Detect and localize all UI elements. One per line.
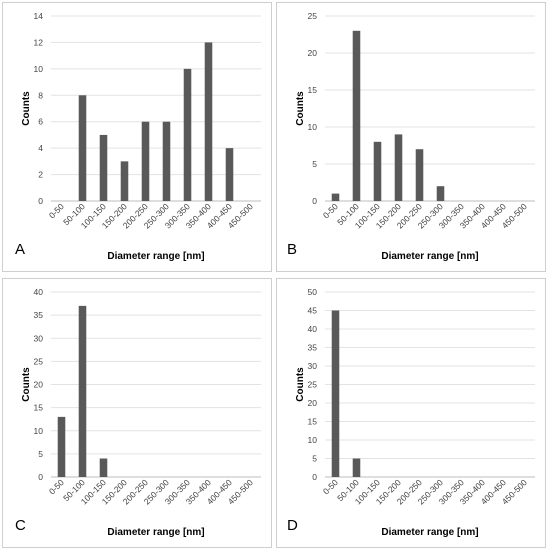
bar-400-450 <box>225 148 234 201</box>
panel-b: 0 5 10 15 20 25 0-50 50-100 100-150 150-200 200-25… <box>276 2 546 272</box>
panel-label-b: B <box>287 241 298 258</box>
y-tick-label: 35 <box>308 343 318 353</box>
bar-100-150 <box>373 141 382 201</box>
bar-50-100 <box>78 305 87 477</box>
bar-0-50 <box>57 416 66 477</box>
y-tick-label: 5 <box>312 159 317 169</box>
y-tick-label: 45 <box>308 306 318 316</box>
panel-d: 0 5 10 15 20 25 30 35 40 45 50 0-50 50-100 100-150 150… <box>276 278 546 548</box>
panel-label-a: A <box>15 241 26 258</box>
panel-label-c: C <box>15 517 26 534</box>
bar-250-300 <box>436 186 445 201</box>
histogram-d: 051015202530354045500-5050-100100-150150… <box>295 287 535 538</box>
y-tick-label: 12 <box>34 37 44 47</box>
y-axis-title: Counts <box>21 367 32 402</box>
y-tick-label: 35 <box>34 310 44 320</box>
y-tick-label: 20 <box>308 398 318 408</box>
y-tick-label: 6 <box>38 117 43 127</box>
y-tick-label: 30 <box>34 333 44 343</box>
y-tick-label: 40 <box>34 287 44 297</box>
bar-150-200 <box>120 161 129 201</box>
y-axis-title: Counts <box>295 367 306 402</box>
panel-c: 0 5 10 15 20 25 30 35 40 0-50 50-100 100-150 150-200… <box>2 278 272 548</box>
y-tick-label: 5 <box>312 454 317 464</box>
bar-350-400 <box>204 42 213 201</box>
x-axis-title: Diameter range [nm] <box>381 251 478 262</box>
bar-50-100 <box>352 458 361 477</box>
y-tick-label: 8 <box>38 90 43 100</box>
y-tick-label: 10 <box>34 64 44 74</box>
y-tick-label: 14 <box>34 11 44 21</box>
bar-200-250 <box>415 149 424 201</box>
y-tick-label: 20 <box>34 380 44 390</box>
y-tick-label: 25 <box>308 380 318 390</box>
y-tick-label: 15 <box>308 417 318 427</box>
y-tick-label: 0 <box>38 472 43 482</box>
y-tick-label: 0 <box>312 472 317 482</box>
y-tick-label: 25 <box>34 356 44 366</box>
bar-50-100 <box>352 30 361 201</box>
panel-label-d: D <box>287 517 298 534</box>
y-tick-label: 25 <box>308 11 318 21</box>
y-tick-label: 10 <box>308 122 318 132</box>
y-tick-label: 50 <box>308 287 318 297</box>
bar-250-300 <box>162 121 171 201</box>
y-tick-label: 40 <box>308 324 318 334</box>
y-tick-label: 10 <box>34 426 44 436</box>
bar-200-250 <box>141 121 150 201</box>
bar-150-200 <box>394 134 403 201</box>
bar-100-150 <box>99 458 108 477</box>
bar-0-50 <box>331 310 340 477</box>
histogram-b: 05101520250-5050-100100-150150-200200-25… <box>295 11 535 262</box>
y-tick-label: 4 <box>38 143 43 153</box>
y-tick-label: 0 <box>38 196 43 206</box>
y-tick-label: 30 <box>308 361 318 371</box>
bar-0-50 <box>331 193 340 201</box>
x-axis-title: Diameter range [nm] <box>107 527 204 538</box>
histogram-c: 05101520253035400-5050-100100-150150-200… <box>21 287 261 538</box>
x-axis-title: Diameter range [nm] <box>381 527 478 538</box>
y-axis-title: Counts <box>21 91 32 126</box>
y-axis-title: Counts <box>295 91 306 126</box>
x-axis-title: Diameter range [nm] <box>107 251 204 262</box>
y-tick-label: 10 <box>308 435 318 445</box>
histogram-a: 024681012140-5050-100100-150150-200200-2… <box>21 11 261 262</box>
bar-300-350 <box>183 68 192 201</box>
bar-50-100 <box>78 95 87 201</box>
y-tick-label: 0 <box>312 196 317 206</box>
y-tick-label: 2 <box>38 170 43 180</box>
y-tick-label: 15 <box>308 85 318 95</box>
y-tick-label: 15 <box>34 403 44 413</box>
bar-100-150 <box>99 134 108 201</box>
panel-a: 0 2 4 6 8 10 12 14 0-50 50-100 100-150 150-200 200-2… <box>2 2 272 272</box>
y-tick-label: 5 <box>38 449 43 459</box>
y-tick-label: 20 <box>308 48 318 58</box>
